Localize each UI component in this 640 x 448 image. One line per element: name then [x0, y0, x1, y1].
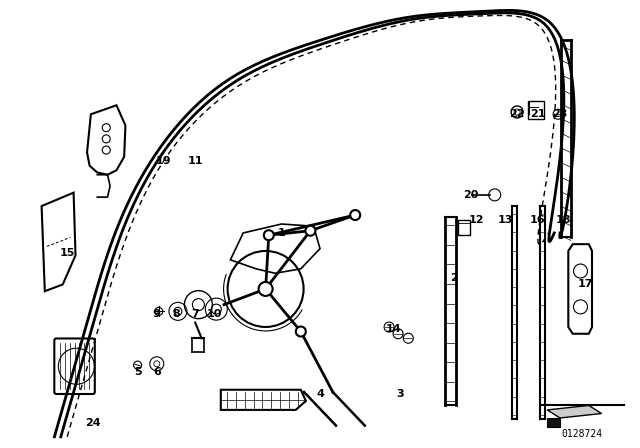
Text: 12: 12 — [469, 215, 484, 224]
Text: 3: 3 — [396, 389, 404, 399]
Circle shape — [305, 226, 316, 236]
Text: 8: 8 — [172, 309, 180, 319]
Text: 20: 20 — [463, 190, 478, 200]
Text: 15: 15 — [60, 248, 75, 258]
Text: 11: 11 — [188, 156, 203, 166]
Circle shape — [259, 282, 273, 296]
Text: 1: 1 — [278, 228, 285, 238]
Circle shape — [264, 230, 274, 240]
Text: 0128724: 0128724 — [562, 429, 603, 439]
FancyBboxPatch shape — [458, 220, 470, 234]
FancyBboxPatch shape — [54, 339, 95, 394]
Text: 22: 22 — [509, 109, 525, 119]
Text: 16: 16 — [530, 215, 545, 224]
Text: 21: 21 — [530, 109, 545, 119]
Text: 23: 23 — [552, 109, 568, 119]
Text: 19: 19 — [156, 156, 171, 166]
Text: 6: 6 — [153, 367, 161, 377]
FancyBboxPatch shape — [528, 101, 544, 119]
Text: 14: 14 — [386, 324, 401, 334]
Text: 18: 18 — [556, 215, 571, 224]
Text: 2: 2 — [451, 273, 458, 283]
Polygon shape — [547, 405, 602, 418]
Text: 24: 24 — [85, 418, 100, 428]
Text: 4: 4 — [316, 389, 324, 399]
Text: 17: 17 — [578, 280, 593, 289]
Text: 9: 9 — [153, 309, 161, 319]
Polygon shape — [547, 418, 560, 427]
Text: 13: 13 — [498, 215, 513, 224]
Circle shape — [296, 327, 306, 336]
Text: 5: 5 — [134, 367, 141, 377]
Circle shape — [350, 210, 360, 220]
Text: 10: 10 — [207, 309, 222, 319]
Text: 7: 7 — [191, 309, 199, 319]
